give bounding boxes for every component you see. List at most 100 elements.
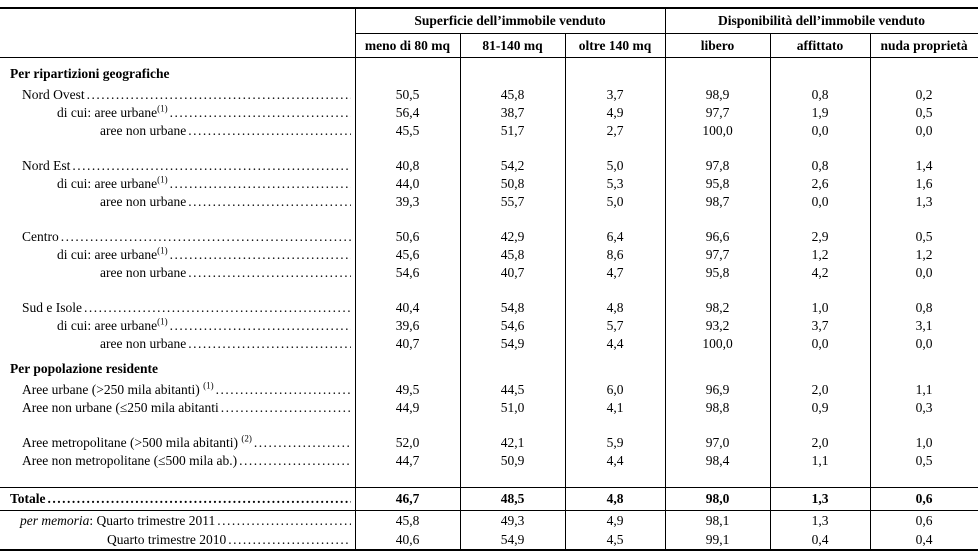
row-label [0,417,355,434]
dotted-leader [217,513,350,529]
row-label: Aree metropolitane (>500 mila abitanti) … [0,434,355,452]
cell-value: 52,0 [354,434,460,452]
cell-value: 1,2 [769,246,871,264]
table-row: aree non urbane54,640,74,795,84,20,0 [0,264,978,282]
cell-value: 96,9 [664,381,771,399]
cell-value: 1,3 [769,510,871,530]
cell-value: 98,8 [664,399,771,417]
cell-value: 0,0 [869,335,978,353]
cell-value: 45,8 [354,510,460,530]
table-row [0,211,978,228]
cell-value: 1,0 [869,434,978,452]
row-label: Totale [0,487,355,511]
dotted-leader [254,435,351,451]
row-label: di cui: aree urbane(1) [0,104,355,122]
cell-value [354,282,460,299]
cell-value [354,57,460,86]
cell-value [459,211,565,228]
dotted-leader [170,318,351,334]
table-row [0,282,978,299]
cell-value: 0,0 [769,122,871,140]
cell-value: 2,9 [769,228,871,246]
cell-value: 0,8 [769,157,871,175]
cell-value [869,211,978,228]
column-group-superficie: Superficie dell’immobile venduto [354,8,666,34]
table-row: Aree urbane (>250 mila abitanti) (1)49,5… [0,381,978,399]
cell-value: 96,6 [664,228,771,246]
cell-value: 48,5 [459,487,565,511]
cell-value: 40,4 [354,299,460,317]
header-columns-row: meno di 80 mq 81-140 mq oltre 140 mq lib… [0,33,978,58]
row-label: aree non urbane [0,193,355,211]
cell-value [354,417,460,434]
cell-value: 97,0 [664,434,771,452]
row-label [0,470,355,488]
cell-value: 45,8 [459,246,565,264]
cell-value: 45,8 [459,86,565,104]
cell-value: 0,5 [869,104,978,122]
cell-value [769,417,871,434]
cell-value: 54,2 [459,157,565,175]
cell-value: 44,0 [354,175,460,193]
cell-value: 4,9 [564,104,666,122]
cell-value: 98,9 [664,86,771,104]
cell-value [664,57,771,86]
cell-value: 4,8 [564,299,666,317]
cell-value: 4,4 [564,335,666,353]
table-row: di cui: aree urbane(1)44,050,85,395,82,6… [0,175,978,193]
cell-value: 8,6 [564,246,666,264]
cell-value [769,470,871,488]
dotted-leader [239,453,350,469]
cell-value: 1,6 [869,175,978,193]
cell-value [869,57,978,86]
table-row: Centro50,642,96,496,62,90,5 [0,228,978,246]
table-row: di cui: aree urbane(1)39,654,65,793,23,7… [0,317,978,335]
dotted-leader [228,532,350,548]
table-row [0,417,978,434]
cell-value: 0,0 [869,122,978,140]
cell-value: 1,3 [869,193,978,211]
cell-value [769,353,871,381]
cell-value: 40,7 [354,335,460,353]
table-row: Per ripartizioni geografiche [0,57,978,86]
statistics-table: Superficie dell’immobile venduto Disponi… [0,7,978,551]
table-row: Totale46,748,54,898,01,30,6 [0,487,978,511]
cell-value: 0,9 [769,399,871,417]
dotted-leader [216,382,351,398]
column-group-disponibilita: Disponibilità dell’immobile venduto [664,8,978,34]
cell-value [564,470,666,488]
cell-value: 45,5 [354,122,460,140]
dotted-leader [61,229,351,245]
cell-value: 0,5 [869,228,978,246]
table-row [0,140,978,157]
row-label: Centro [0,228,355,246]
row-label: Sud e Isole [0,299,355,317]
cell-value: 55,7 [459,193,565,211]
cell-value: 5,7 [564,317,666,335]
row-label [0,282,355,299]
cell-value: 0,6 [869,510,978,530]
dotted-leader [170,105,351,121]
row-label: aree non urbane [0,335,355,353]
cell-value: 2,0 [769,434,871,452]
cell-value: 51,0 [459,399,565,417]
column-header-oltre-140: oltre 140 mq [564,33,666,58]
column-header-libero: libero [664,33,771,58]
row-label: aree non urbane [0,122,355,140]
table-row: di cui: aree urbane(1)45,645,88,697,71,2… [0,246,978,264]
cell-value: 54,9 [459,335,565,353]
cell-value: 44,9 [354,399,460,417]
table-row: Quarto trimestre 201040,654,94,599,10,40… [0,530,978,550]
row-label [0,211,355,228]
cell-value: 1,4 [869,157,978,175]
cell-value [564,57,666,86]
cell-value: 38,7 [459,104,565,122]
row-label: aree non urbane [0,264,355,282]
header-group-row: Superficie dell’immobile venduto Disponi… [0,8,978,58]
row-label: Aree urbane (>250 mila abitanti) (1) [0,381,355,399]
cell-value: 54,6 [459,317,565,335]
cell-value: 1,3 [769,487,871,511]
table-row: Nord Est40,854,25,097,80,81,4 [0,157,978,175]
